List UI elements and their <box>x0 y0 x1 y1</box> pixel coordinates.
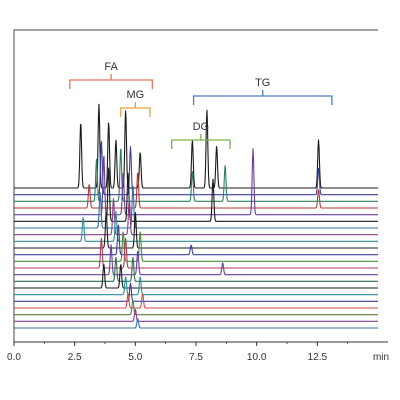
chromatogram-trace-21 <box>13 309 379 322</box>
chromatogram-trace-10 <box>13 212 379 249</box>
chromatogram-trace-2 <box>13 140 379 196</box>
plot-frame <box>13 29 378 342</box>
chromatogram-trace-4 <box>13 172 379 209</box>
chromatogram-trace-13 <box>13 237 379 269</box>
plot-border <box>13 29 378 342</box>
chromatogram-trace-9 <box>13 210 379 242</box>
chromatogram-trace-17 <box>13 276 379 296</box>
bracket-fa <box>69 74 153 89</box>
chromatogram-trace-22 <box>13 318 379 329</box>
chromatogram-trace-5 <box>13 148 379 216</box>
chromatogram-trace-15 <box>13 256 379 282</box>
x-tick-label-12.5: 12.5 <box>308 352 328 363</box>
chromatogram-trace-16 <box>13 264 379 289</box>
chromatogram-trace-18 <box>13 282 379 302</box>
chromatogram-trace-1 <box>13 103 379 189</box>
traces-layer <box>13 103 379 329</box>
chromatogram-trace-8 <box>13 198 379 236</box>
bracket-dg <box>171 134 231 149</box>
x-tick-label-2.5: 2.5 <box>68 352 82 363</box>
peak-groups-layer: FA MG DG TG <box>69 61 333 149</box>
group-label-dg: DG <box>193 121 210 133</box>
group-label-tg: TG <box>255 77 270 89</box>
chromatogram-trace-14 <box>13 244 379 276</box>
x-tick-label-7.5: 7.5 <box>189 352 203 363</box>
bracket-mg <box>120 102 151 117</box>
group-label-mg: MG <box>126 89 144 101</box>
x-tick-label-10.0: 10.0 <box>247 352 267 363</box>
chromatogram-trace-20 <box>13 299 379 316</box>
chromatogram-trace-7 <box>13 185 379 229</box>
chromatogram-trace-12 <box>13 231 379 262</box>
chromatogram-trace-6 <box>13 167 379 222</box>
bracket-tg <box>192 90 333 105</box>
group-label-fa: FA <box>104 61 118 73</box>
chromatogram-trace-11 <box>13 224 379 256</box>
chromatogram-trace-3 <box>13 148 379 202</box>
x-tick-label-5.0: 5.0 <box>128 352 142 363</box>
x-unit-label: min <box>373 352 389 363</box>
x-axis: 0.0 2.5 5.0 7.5 10.0 12.5 min <box>7 341 389 363</box>
chromatogram-trace-19 <box>13 293 379 309</box>
x-tick-label-0.0: 0.0 <box>7 352 21 363</box>
